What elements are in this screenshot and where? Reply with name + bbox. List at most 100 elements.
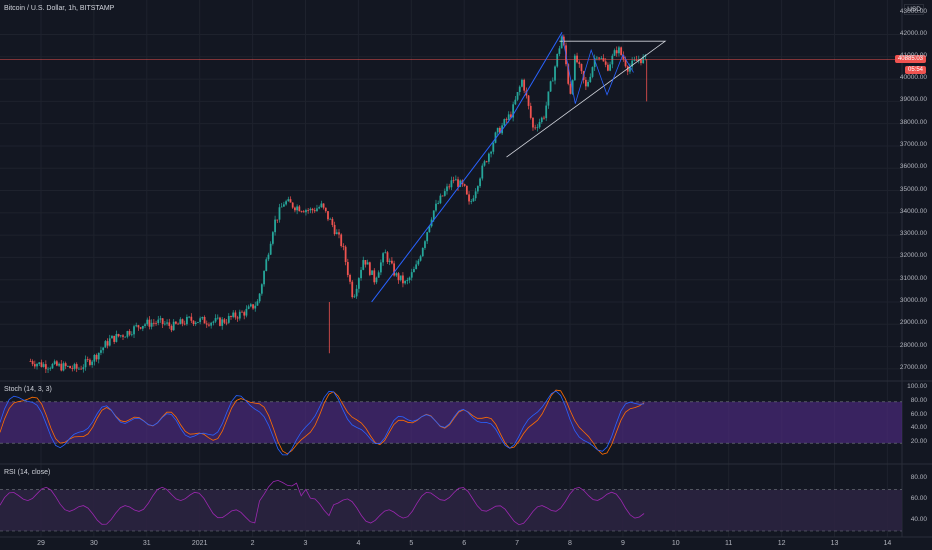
rsi-axis-label: 60.00 [910, 495, 927, 502]
stoch-axis-label: 60.00 [910, 410, 927, 418]
candle-body [188, 316, 191, 318]
candle-body [371, 270, 373, 275]
candle-body [181, 319, 184, 324]
candle-body [40, 362, 43, 367]
candle-body [203, 317, 206, 324]
price-axis-label: 38000.00 [899, 118, 927, 126]
candle-body [322, 203, 325, 208]
candle-body [353, 296, 356, 298]
candle-body [351, 281, 354, 298]
time-axis-label: 2021 [191, 540, 208, 547]
rsi-band [0, 489, 902, 531]
candle-body [29, 361, 32, 362]
candle-body [42, 364, 45, 367]
candle-body [470, 201, 473, 203]
candle-body [355, 288, 358, 297]
candle-body [408, 277, 411, 281]
candle-body [529, 105, 532, 118]
candle-body [494, 132, 497, 143]
trendline-blue [371, 116, 513, 303]
candle-body [386, 252, 389, 262]
rsi-indicator-label[interactable]: RSI (14, close) [4, 469, 51, 476]
candle-body [194, 322, 197, 325]
stoch-indicator-label[interactable]: Stoch (14, 3, 3) [4, 386, 52, 393]
stoch-axis-label: 100.00 [907, 383, 927, 390]
candle-body [174, 321, 177, 324]
candle-body [388, 260, 391, 262]
candle-body [333, 224, 336, 235]
candle-body [124, 336, 127, 338]
candle-body [404, 280, 407, 284]
candle-body [446, 186, 448, 192]
candle-body [342, 246, 345, 247]
candle-body [190, 316, 193, 321]
candle-body [146, 319, 149, 325]
candle-body [580, 63, 583, 72]
candle-body [135, 325, 138, 327]
price-axis-label: 40000.00 [899, 74, 927, 82]
candle-body [410, 272, 413, 278]
candle-body [395, 273, 398, 276]
candle-body [554, 66, 556, 81]
candle-body [44, 364, 47, 370]
candle-body [234, 312, 237, 318]
price-axis-label: 31000.00 [899, 274, 927, 282]
candle-body [157, 319, 160, 324]
time-axis-label: 31 [142, 540, 151, 547]
stoch-k-line [0, 390, 645, 456]
candle-body [139, 327, 142, 329]
candle-body [428, 226, 431, 233]
candle-body [58, 363, 60, 366]
candle-body [375, 277, 378, 283]
candle-body [512, 104, 515, 118]
currency-label[interactable]: USD [904, 4, 924, 15]
candle-body [631, 60, 634, 67]
candle-body [208, 324, 210, 326]
price-axis-label: 28000.00 [899, 341, 927, 349]
candle-body [227, 315, 230, 323]
candle-body [276, 219, 279, 221]
candle-body [278, 207, 281, 220]
candle-body [536, 127, 539, 129]
candle-body [543, 117, 545, 119]
candle-body [600, 58, 603, 59]
candle-body [216, 317, 219, 319]
candle-body [100, 350, 102, 353]
candle-body [620, 47, 623, 55]
candle-body [113, 335, 116, 342]
stoch-axis-label: 80.00 [910, 396, 927, 404]
candle-body [271, 232, 274, 244]
candle-body [214, 318, 217, 322]
price-axis-label: 35000.00 [899, 185, 927, 193]
candle-body [238, 311, 241, 319]
candle-body [62, 363, 65, 371]
candle-body [219, 317, 221, 326]
candle-body [499, 127, 501, 134]
candle-body [457, 179, 459, 187]
candle-body [465, 185, 468, 195]
time-axis-label: 7 [515, 540, 520, 547]
candle-body [406, 280, 409, 281]
candle-body [150, 322, 153, 327]
candle-body [483, 161, 486, 166]
price-axis-label: 37000.00 [899, 140, 927, 148]
candle-body [252, 304, 254, 309]
triangle-pattern [506, 40, 667, 158]
candle-body [170, 325, 173, 331]
rsi-axis-label: 80.00 [910, 474, 927, 482]
candle-body [36, 363, 38, 367]
candle-body [309, 208, 312, 211]
candle-body [300, 211, 303, 213]
candle-body [128, 331, 131, 335]
candle-body [415, 264, 418, 270]
candle-body [340, 234, 343, 247]
candle-body [318, 207, 321, 209]
candle-body [97, 352, 100, 360]
candle-body [448, 186, 451, 188]
candle-body [210, 322, 213, 326]
candle-body [450, 180, 453, 188]
candle-body [205, 323, 208, 325]
candle-body [243, 312, 246, 316]
candle-body [432, 210, 435, 220]
